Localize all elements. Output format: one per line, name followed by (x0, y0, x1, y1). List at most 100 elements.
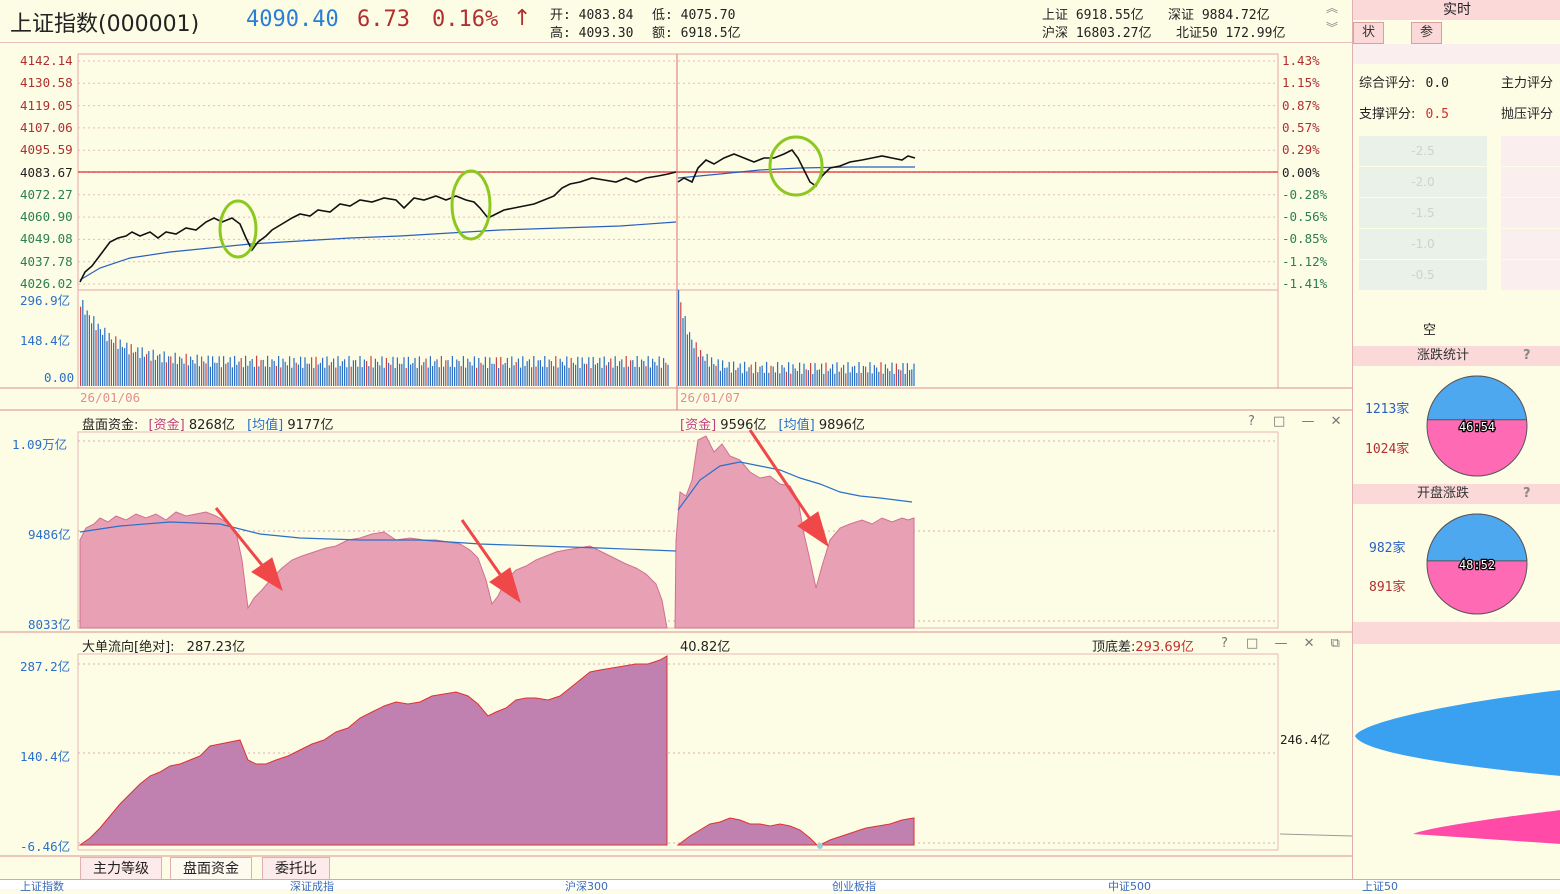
volume-bar (170, 356, 172, 386)
open-price: 开: 4083.84 (550, 4, 633, 23)
volume-bar (763, 372, 765, 386)
close-icon[interactable]: ✕ (1303, 636, 1315, 651)
volume-bar (509, 367, 511, 386)
help-icon[interactable]: ? (1523, 348, 1531, 363)
volume-bar (280, 367, 282, 386)
volume-bar (730, 372, 732, 386)
tab-status[interactable]: 状态 (1353, 22, 1385, 60)
volume-bar (95, 330, 97, 386)
price-tick-right: 0.87% (1282, 97, 1320, 113)
empty-label: 空 (1423, 323, 1437, 338)
tab-capital[interactable]: 盘面资金 (170, 857, 252, 881)
volume-bar (161, 362, 163, 386)
volume-bar (262, 359, 264, 386)
layer-toggle-buttons[interactable]: ︽ ︾ (1322, 2, 1342, 38)
market-sh-value: 6918.55亿 (1075, 8, 1144, 23)
volume-bar (165, 362, 167, 386)
bigorder-tick: 287.2亿 (20, 659, 71, 674)
volume-bar (812, 374, 814, 386)
volume-bar (836, 362, 838, 386)
help-icon[interactable]: ? (1523, 486, 1531, 501)
tab-order-ratio[interactable]: 委托比 (262, 857, 330, 881)
price-tick-right: -0.85% (1282, 231, 1328, 247)
volume-bar (649, 367, 651, 386)
pie-up (1426, 375, 1528, 421)
ticker-item[interactable]: 深证成指 (290, 880, 334, 893)
volume-bar (838, 371, 840, 386)
fund-label: [资金] (680, 418, 717, 433)
volume-bar (522, 356, 524, 386)
close-icon[interactable]: ✕ (1330, 414, 1342, 429)
ticker-item[interactable]: 上证50 (1362, 880, 1398, 893)
popout-icon[interactable]: ⧉ (1330, 636, 1340, 651)
volume-bar (752, 373, 754, 386)
volume-bar (869, 362, 871, 386)
volume-bar (656, 365, 658, 386)
help-icon[interactable]: ? (1221, 636, 1228, 651)
volume-bar (667, 364, 669, 386)
support-label: 支撑评分: (1359, 107, 1416, 122)
volume-tick: 148.4亿 (20, 333, 71, 348)
volume-bar (317, 364, 319, 386)
market-sz: 深证 9884.72亿 (1168, 4, 1270, 23)
volume-bar (862, 365, 864, 386)
volume-bar (291, 367, 293, 386)
price-tick-right: -0.56% (1282, 209, 1328, 225)
high-value: 4093.30 (578, 26, 634, 41)
realtime-header[interactable]: 实时 (1353, 0, 1560, 20)
volume-bar (267, 355, 269, 386)
volume-bar (372, 367, 374, 386)
score-row: -2.5 (1359, 136, 1487, 166)
tab-params[interactable]: 参数 (1411, 22, 1443, 60)
volume-bar (719, 370, 721, 386)
volume-bar (772, 366, 774, 386)
volume-bar (663, 358, 665, 386)
volume-bar (223, 356, 225, 386)
volume-bar (502, 364, 504, 386)
double-chevron-up-icon[interactable]: ︽ (1325, 1, 1338, 15)
chart-area[interactable] (0, 42, 1352, 888)
scroll-handle-line[interactable] (1279, 833, 1352, 837)
volume-bar (546, 367, 548, 386)
volume-bar (187, 365, 189, 386)
double-chevron-down-icon[interactable]: ︾ (1325, 21, 1338, 35)
volume-bar (579, 368, 581, 386)
ticker-item[interactable]: 沪深300 (565, 880, 608, 893)
minimize-icon[interactable]: — (1301, 414, 1315, 429)
volume-bar (88, 315, 90, 386)
volume-bar (227, 362, 229, 386)
price-tick-left: 4095.59 (20, 142, 73, 158)
volume-bar (396, 357, 398, 386)
volume-bar (711, 357, 713, 386)
volume-bar (594, 364, 596, 386)
volume-bar (693, 348, 695, 386)
score-row: -1.0 (1359, 229, 1487, 259)
market-bz50-name: 北证50 (1176, 26, 1218, 41)
highlight-circle (450, 169, 492, 241)
volume-bar (755, 361, 757, 386)
volume-bar (700, 350, 702, 386)
volume-bar (557, 367, 559, 386)
ticker-item[interactable]: 上证指数 (20, 880, 64, 893)
maximize-icon[interactable]: □ (1273, 414, 1286, 429)
tab-main-level[interactable]: 主力等级 (80, 857, 162, 881)
volume-bar (625, 356, 627, 386)
high-price: 高: 4093.30 (550, 22, 633, 41)
volume-bar (315, 356, 317, 386)
volume-bar (779, 373, 781, 386)
ticker-item[interactable]: 创业板指 (832, 880, 876, 893)
ticker-item[interactable]: 中证500 (1108, 880, 1151, 893)
volume-bar (141, 347, 143, 386)
amount-label: 额: (652, 26, 673, 41)
capital-tick: 9486亿 (28, 527, 71, 542)
volume-bar (132, 352, 134, 386)
help-icon[interactable]: ? (1248, 414, 1255, 429)
volume-bar (139, 358, 141, 386)
minimize-icon[interactable]: — (1274, 636, 1288, 651)
market-bz50: 北证50 172.99亿 (1176, 22, 1285, 41)
volume-bar (346, 367, 348, 386)
volume-bar (608, 362, 610, 386)
volume-bar (392, 356, 394, 386)
volume-bar (326, 356, 328, 386)
maximize-icon[interactable]: □ (1246, 636, 1259, 651)
